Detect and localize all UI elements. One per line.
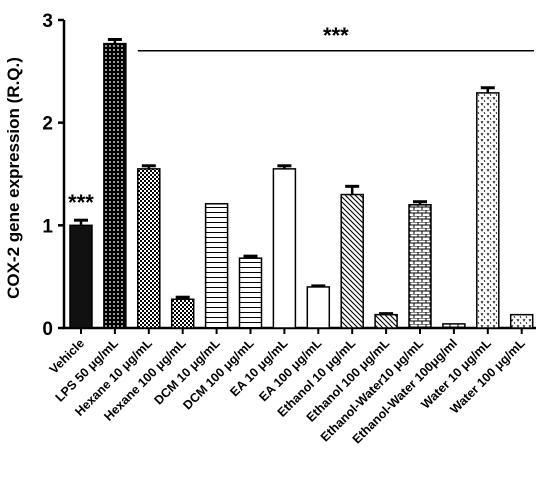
y-tick-label: 3 (42, 11, 53, 32)
significance-label: *** (68, 190, 94, 215)
bar (170, 298, 195, 329)
bar (69, 224, 93, 329)
bar (272, 168, 297, 329)
bar (408, 204, 432, 329)
bar (374, 313, 398, 329)
bars (69, 38, 534, 329)
bar (442, 323, 466, 329)
y-tick-label: 1 (42, 216, 53, 237)
annotations: *** *** (68, 23, 534, 215)
bar (340, 193, 364, 329)
significance-label: *** (323, 23, 349, 48)
bar (509, 313, 534, 329)
y-tick-label: 0 (42, 319, 53, 340)
bar (137, 168, 161, 329)
bar (204, 203, 229, 329)
bar (476, 92, 500, 329)
bar (103, 42, 127, 329)
y-tick-label: 2 (42, 114, 53, 135)
y-axis-label: COX-2 gene expression (R.Q.) (4, 57, 23, 299)
bar (306, 286, 331, 329)
bar (238, 257, 263, 329)
